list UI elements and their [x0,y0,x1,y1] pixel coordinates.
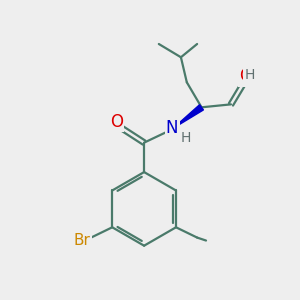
Text: H: H [180,130,190,145]
Text: O: O [110,113,123,131]
Text: Br: Br [74,233,91,248]
Text: H: H [244,68,255,82]
Text: O: O [239,68,252,85]
Text: N: N [166,119,178,137]
Polygon shape [176,105,203,127]
